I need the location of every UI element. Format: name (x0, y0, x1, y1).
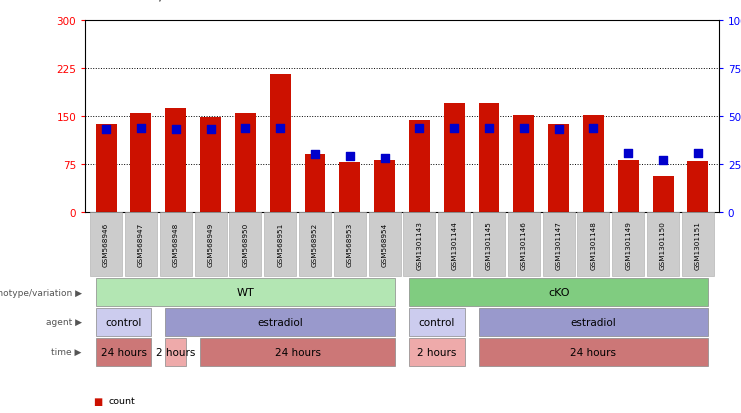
Point (100, 127, 112, 133)
Point (413, 125, 425, 131)
Text: GSM1301143: GSM1301143 (416, 220, 422, 269)
Text: GSM1301147: GSM1301147 (556, 220, 562, 269)
Text: genotype/variation ▶: genotype/variation ▶ (0, 288, 82, 297)
Text: cKO: cKO (548, 287, 569, 297)
Bar (583, 115, 604, 213)
Point (553, 127, 565, 133)
Text: 2 hours: 2 hours (417, 347, 456, 357)
Text: GSM568950: GSM568950 (242, 223, 248, 267)
Bar (444, 104, 465, 213)
Text: time ▶: time ▶ (51, 347, 82, 356)
Point (170, 127, 182, 133)
Bar (548, 125, 569, 213)
Bar (200, 118, 221, 213)
Bar (235, 114, 256, 213)
Bar (96, 124, 116, 213)
Point (692, 150, 704, 157)
Bar (305, 155, 325, 213)
Text: agent ▶: agent ▶ (45, 318, 82, 327)
Text: control: control (105, 317, 142, 327)
Point (344, 154, 356, 160)
Point (205, 127, 216, 133)
Text: GSM568946: GSM568946 (103, 223, 109, 267)
Bar (339, 163, 360, 213)
Point (379, 156, 391, 162)
Text: GSM1301148: GSM1301148 (591, 220, 597, 269)
Text: WT: WT (236, 287, 254, 297)
Bar (479, 104, 499, 213)
Text: count: count (109, 396, 136, 406)
Point (622, 150, 634, 157)
Point (274, 125, 286, 131)
Text: GSM568949: GSM568949 (207, 223, 213, 267)
Text: 24 hours: 24 hours (101, 347, 147, 357)
Point (309, 152, 321, 159)
Text: GSM568951: GSM568951 (277, 223, 283, 267)
Text: GSM568952: GSM568952 (312, 223, 318, 267)
Text: GSM1301146: GSM1301146 (521, 220, 527, 269)
Bar (130, 114, 151, 213)
Point (657, 157, 669, 164)
Text: control: control (419, 317, 455, 327)
Bar (374, 160, 395, 213)
Point (448, 125, 460, 131)
Point (135, 125, 147, 131)
Text: GSM1301151: GSM1301151 (695, 220, 701, 269)
Bar (165, 108, 186, 213)
Text: GSM1301144: GSM1301144 (451, 220, 457, 269)
Bar (618, 160, 639, 213)
Text: GSM568954: GSM568954 (382, 223, 388, 267)
Text: estradiol: estradiol (571, 317, 617, 327)
Text: 2 hours: 2 hours (156, 347, 196, 357)
Text: ■: ■ (93, 396, 102, 406)
Text: GSM568947: GSM568947 (138, 223, 144, 267)
Text: GSM568953: GSM568953 (347, 223, 353, 267)
Bar (514, 115, 534, 213)
Bar (270, 75, 290, 213)
Text: GDS5461 / 31740: GDS5461 / 31740 (100, 0, 205, 2)
Text: 24 hours: 24 hours (275, 347, 321, 357)
Bar (409, 121, 430, 213)
Point (518, 125, 530, 131)
Point (588, 125, 599, 131)
Text: estradiol: estradiol (257, 317, 303, 327)
Text: GSM1301150: GSM1301150 (660, 220, 666, 269)
Text: GSM1301145: GSM1301145 (486, 220, 492, 269)
Bar (688, 161, 708, 213)
Text: GSM568948: GSM568948 (173, 223, 179, 267)
Text: 24 hours: 24 hours (571, 347, 617, 357)
Point (239, 125, 251, 131)
Bar (653, 176, 674, 213)
Text: GSM1301149: GSM1301149 (625, 220, 631, 269)
Point (483, 125, 495, 131)
